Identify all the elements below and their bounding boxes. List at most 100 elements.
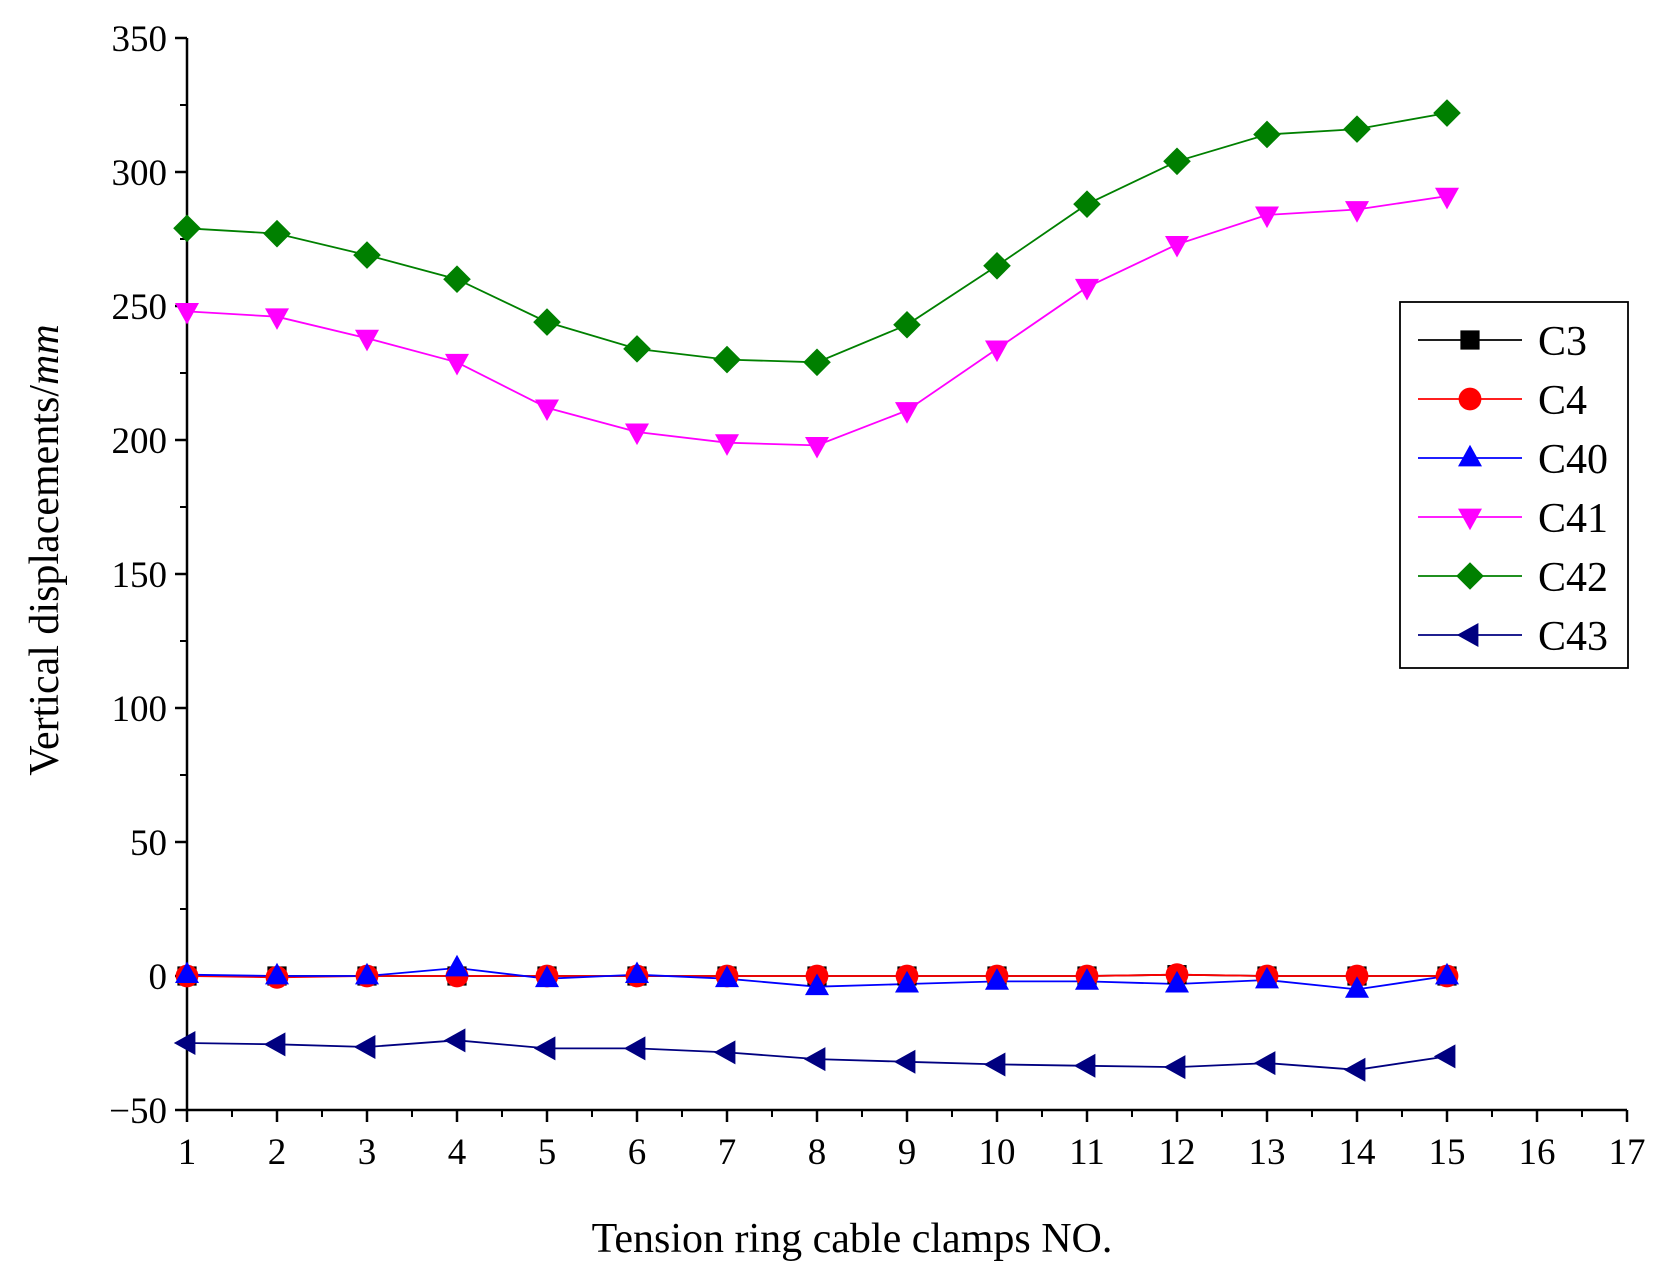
- legend-item-c4: C4: [1418, 378, 1587, 424]
- x-tick-label: 17: [1609, 1132, 1646, 1173]
- data-point-c43: [893, 1049, 916, 1074]
- data-point-c41: [355, 329, 379, 352]
- data-point-c42: [443, 265, 471, 293]
- y-tick-label: 100: [112, 689, 168, 730]
- data-point-c40: [1345, 976, 1369, 998]
- y-tick-label: 50: [130, 823, 167, 864]
- data-point-c42: [713, 345, 741, 374]
- legend-marker-c3: [1460, 330, 1480, 350]
- data-point-c42: [173, 214, 201, 243]
- y-axis-title-unit: mm: [22, 324, 68, 385]
- data-point-c41: [625, 423, 649, 446]
- x-tick-label: 15: [1429, 1132, 1466, 1173]
- x-tick-label: 9: [898, 1132, 917, 1173]
- legend-marker-c43: [1456, 623, 1479, 647]
- data-point-c43: [1433, 1044, 1456, 1069]
- data-point-c41: [805, 436, 829, 459]
- data-point-c42: [1433, 99, 1461, 127]
- data-point-c41: [895, 402, 919, 424]
- data-point-c4: [1345, 964, 1369, 988]
- x-tick-label: 11: [1069, 1132, 1105, 1173]
- data-point-c43: [533, 1036, 556, 1061]
- x-tick-label: 4: [448, 1132, 467, 1173]
- data-point-c40: [1165, 970, 1189, 993]
- x-tick-label: 7: [718, 1132, 737, 1173]
- x-tick-label: 16: [1519, 1132, 1556, 1173]
- legend-label-c40: C40: [1538, 437, 1608, 483]
- x-tick-label: 10: [979, 1132, 1016, 1173]
- data-point-c43: [263, 1032, 286, 1057]
- legend-label-c42: C42: [1538, 555, 1608, 601]
- y-tick-label: 200: [112, 421, 168, 462]
- data-point-c40: [355, 962, 379, 985]
- data-point-c42: [1253, 120, 1281, 149]
- series-markers: [173, 99, 1461, 1082]
- x-axis-title: Tension ring cable clamps NO.: [592, 1216, 1113, 1262]
- y-axis-title-main: Vertical displacements/: [22, 385, 68, 776]
- x-tick-label: 6: [628, 1132, 647, 1173]
- data-point-c42: [803, 348, 831, 377]
- x-tick-label: 5: [538, 1132, 557, 1173]
- x-tick-label: 2: [268, 1132, 287, 1173]
- legend-item-c40: C40: [1418, 437, 1608, 483]
- legend-label-c4: C4: [1538, 378, 1587, 424]
- data-point-c41: [175, 302, 199, 325]
- legend-marker-c41: [1458, 508, 1482, 531]
- series-markers-c40: [175, 954, 1459, 998]
- y-tick-label: 300: [112, 153, 168, 194]
- legend-item-c3: C3: [1418, 319, 1587, 365]
- data-point-c40: [625, 961, 649, 984]
- data-point-c40: [1435, 962, 1459, 985]
- data-point-c41: [985, 340, 1009, 363]
- data-point-c43: [1073, 1053, 1096, 1078]
- data-point-c43: [443, 1028, 466, 1053]
- data-point-c41: [265, 308, 289, 330]
- data-point-c40: [1255, 966, 1279, 989]
- legend-label-c3: C3: [1538, 319, 1587, 365]
- y-tick-label: 350: [112, 19, 168, 60]
- legend-item-c42: C42: [1418, 555, 1608, 601]
- data-point-c40: [535, 965, 559, 988]
- data-point-c43: [803, 1047, 826, 1072]
- data-point-c42: [983, 252, 1011, 280]
- data-point-c43: [1163, 1055, 1186, 1080]
- data-point-c42: [353, 241, 381, 269]
- data-point-c41: [445, 353, 469, 376]
- legend-item-c43: C43: [1418, 614, 1608, 660]
- y-tick-label: 0: [149, 957, 168, 998]
- x-tick-label: 3: [358, 1132, 377, 1173]
- x-tick-label: 1: [178, 1132, 197, 1173]
- data-point-c40: [1075, 968, 1099, 990]
- data-point-c42: [893, 310, 921, 339]
- data-point-c41: [1255, 206, 1279, 229]
- legend-marker-c40: [1458, 444, 1482, 467]
- y-axis-title: Vertical displacements/mm: [22, 324, 68, 775]
- x-tick-label: 13: [1249, 1132, 1286, 1173]
- data-point-c40: [175, 961, 199, 984]
- y-tick-label: 150: [112, 555, 168, 596]
- legend-box: [1399, 301, 1629, 669]
- data-point-c41: [1075, 278, 1099, 301]
- legend-marker-c42: [1456, 562, 1484, 590]
- legend-item-c41: C41: [1418, 496, 1608, 542]
- data-point-c42: [1163, 147, 1191, 176]
- data-point-c43: [983, 1052, 1006, 1077]
- data-point-c40: [715, 965, 739, 988]
- data-point-c43: [353, 1035, 376, 1060]
- series-markers-c42: [173, 99, 1461, 377]
- legend-marker-c4: [1458, 387, 1482, 411]
- data-point-c43: [1253, 1051, 1276, 1076]
- data-point-c40: [805, 973, 829, 996]
- x-tick-label: 12: [1159, 1132, 1196, 1173]
- x-tick-label: 8: [808, 1132, 827, 1173]
- data-point-c40: [445, 954, 469, 977]
- series-markers-c43: [173, 1028, 1456, 1082]
- data-point-c41: [1165, 235, 1189, 258]
- series-line-c41: [186, 195, 1448, 447]
- data-point-c43: [623, 1036, 646, 1061]
- data-point-c41: [1435, 187, 1459, 210]
- data-point-c42: [623, 335, 651, 363]
